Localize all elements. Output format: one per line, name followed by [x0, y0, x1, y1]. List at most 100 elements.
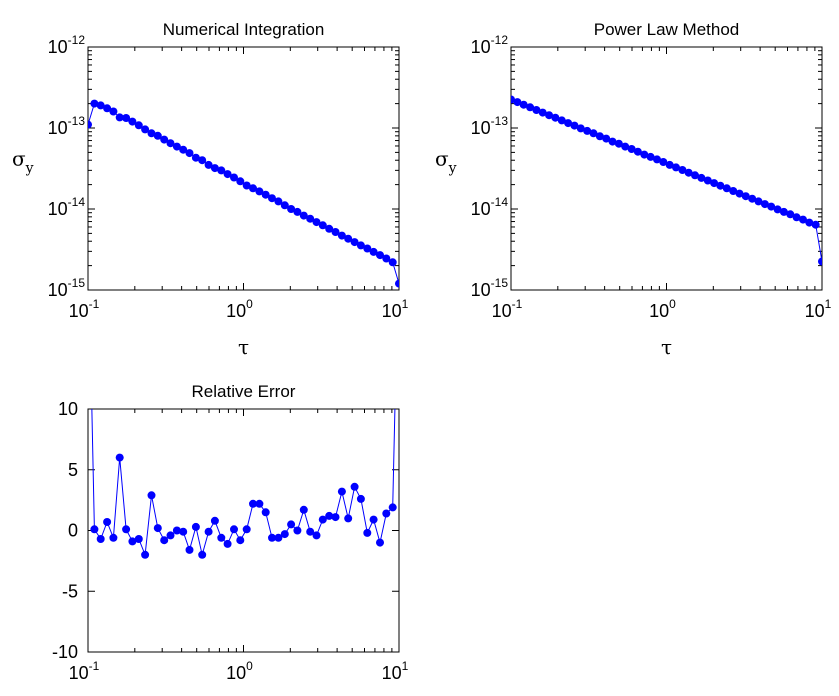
numerical-integration-data-point: [299, 211, 308, 220]
power-law-data-point: [608, 137, 617, 146]
numerical-integration-data-point: [293, 207, 302, 216]
relative-error-data-point: [230, 525, 238, 534]
numerical-integration-data-point: [191, 153, 200, 162]
numerical-integration-data-point: [280, 201, 289, 210]
power-law-data-point: [653, 155, 661, 164]
relative-error-data-point: [242, 525, 251, 534]
relative-error-data-point: [198, 550, 207, 559]
relative-error-data-point: [306, 527, 315, 536]
relative-error-data-point: [128, 537, 137, 546]
numerical-integration-data-point: [122, 114, 131, 122]
relative-error-data-point: [204, 527, 213, 536]
power-law-y-tick-label: 10-15: [471, 276, 509, 300]
relative-error-y-tick-label: -10: [52, 642, 78, 662]
power-law-data-point: [786, 210, 795, 219]
relative-error-data-point: [236, 536, 245, 545]
numerical-integration-data-point: [230, 173, 238, 182]
power-law-data-point: [551, 113, 560, 122]
power-law-series: [511, 95, 822, 266]
power-law-data-point: [799, 215, 807, 224]
relative-error-title: Relative Error: [192, 382, 296, 401]
relative-error-data-point: [350, 482, 359, 491]
numerical-integration-data-point: [217, 166, 226, 175]
power-law-data-point: [633, 147, 642, 156]
power-law-data-point: [526, 103, 535, 112]
power-law-data-point: [614, 139, 623, 148]
power-law-data-point: [703, 176, 712, 185]
numerical-integration-data-point: [179, 145, 188, 154]
power-law-data-point: [748, 194, 757, 203]
numerical-integration-data-point: [172, 142, 181, 151]
relative-error-data-point: [268, 533, 276, 542]
power-law-data-point: [710, 179, 719, 188]
relative-error-data-point: [382, 509, 391, 518]
power-law-y-axis-label: σy: [435, 147, 457, 177]
numerical-integration-data-point: [287, 205, 296, 213]
numerical-integration-data-point: [90, 99, 99, 108]
power-law-data-point: [576, 124, 585, 133]
relative-error-data-point: [210, 516, 219, 525]
relative-error-data-point: [191, 522, 200, 531]
numerical-integration-data-point: [134, 121, 143, 130]
relative-error-data-point: [185, 545, 194, 554]
power-law-x-tick-label: 10-1: [492, 297, 523, 321]
power-law-data-point: [722, 184, 731, 193]
numerical-integration-data-point: [312, 218, 321, 227]
power-law-data-point: [513, 98, 522, 107]
power-law-data-point: [589, 129, 598, 138]
numerical-integration-data-point: [255, 187, 264, 196]
power-law-data-point: [621, 142, 630, 151]
relative-error-data-point: [312, 531, 321, 540]
numerical-integration-axes-box: [87, 46, 400, 291]
power-law-data-point: [760, 200, 769, 209]
relative-error-data-point: [299, 505, 308, 514]
power-law-data-point: [818, 257, 822, 266]
relative-error-data-point: [369, 515, 378, 524]
power-law-data-point: [735, 189, 744, 198]
power-law-y-tick-label: 10-12: [471, 33, 509, 57]
relative-error-data-point: [274, 533, 283, 542]
numerical-integration-data-point: [274, 197, 283, 206]
numerical-integration-data-point: [395, 279, 399, 288]
power-law-data-point: [602, 134, 611, 143]
numerical-integration-data-point: [318, 221, 327, 230]
numerical-integration-data-point: [160, 135, 169, 144]
relative-error-data-point: [103, 518, 112, 526]
numerical-integration-y-tick-label: 10-12: [48, 33, 86, 57]
power-law-data-point: [538, 108, 547, 117]
numerical-integration-series: [88, 99, 399, 288]
relative-error-y-tick-label: 10: [58, 399, 78, 419]
relative-error-data-point: [122, 525, 131, 534]
power-law-data-point: [564, 119, 573, 128]
power-law-data-point: [646, 152, 655, 161]
power-law-x-axis-label: τ: [661, 335, 672, 359]
relative-error-data-point: [293, 526, 302, 535]
numerical-integration-data-point: [96, 101, 105, 110]
power-law-axes-box: [510, 46, 823, 291]
power-law-data-point: [792, 213, 801, 222]
relative-error-data-point: [134, 535, 143, 543]
power-law-data-point: [741, 192, 750, 201]
numerical-integration-data-point: [242, 181, 251, 190]
numerical-integration-title: Numerical Integration: [163, 20, 325, 39]
power-law-data-point: [532, 106, 541, 114]
relative-error-data-point: [318, 515, 327, 524]
power-law-x-tick-label: 101: [805, 297, 832, 321]
relative-error-chart: Relative Error 10-1 100 101 -10 -5 0 5 10: [52, 382, 409, 683]
relative-error-data-point: [337, 487, 346, 496]
numerical-integration-y-axis-label: σy: [12, 147, 34, 177]
numerical-integration-data-point: [369, 247, 378, 256]
numerical-integration-y-tick-label: 10-15: [48, 276, 86, 300]
relative-error-y-tick-label: 5: [68, 460, 78, 480]
numerical-integration-data-point: [261, 190, 270, 199]
relative-error-x-tick-label: 101: [382, 659, 409, 683]
numerical-integration-data-point: [204, 160, 213, 169]
power-law-data-point: [729, 187, 738, 195]
relative-error-data-point: [249, 499, 257, 508]
power-law-data-point: [583, 126, 592, 135]
power-law-data-point: [570, 121, 579, 130]
power-law-x-tick-label: 100: [649, 297, 676, 321]
power-law-data-point: [665, 160, 674, 169]
numerical-integration-data-point: [344, 234, 353, 243]
